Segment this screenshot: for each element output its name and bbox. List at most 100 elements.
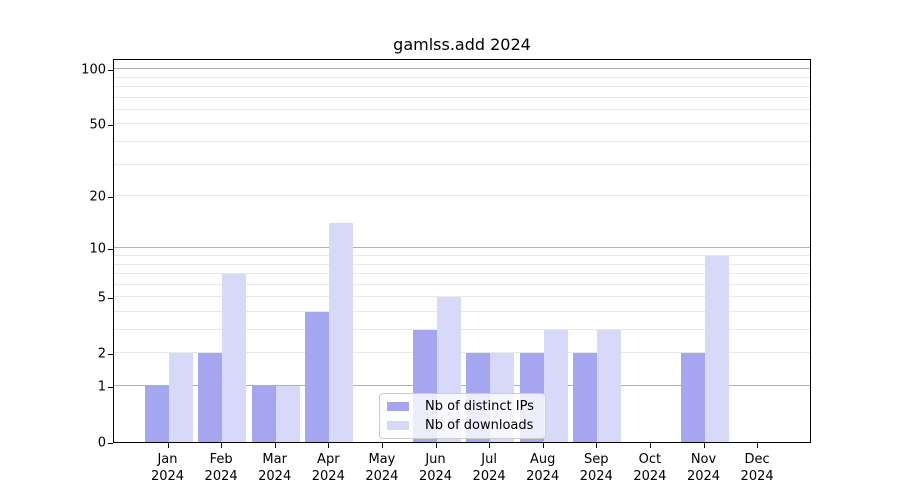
- x-axis-tick-feb: [221, 443, 223, 448]
- x-tick-label-jan: Jan 2024: [136, 451, 200, 485]
- gridline-minor-4: [114, 311, 810, 312]
- gridline-minor-70: [114, 96, 810, 98]
- legend-entry-distinct-ips: Nb of distinct IPs: [387, 399, 539, 414]
- y-tick-label-10: 10: [89, 241, 106, 257]
- legend-swatch-distinct-ips: [387, 402, 409, 411]
- x-axis-tick-jul: [489, 443, 491, 448]
- y-tick-label-5: 5: [97, 290, 106, 306]
- gridline-minor-40: [114, 141, 810, 143]
- x-tick-label-month: Aug: [529, 452, 556, 467]
- bar-distinct-ips-feb: [198, 353, 223, 442]
- y-axis-tick-10: [108, 249, 113, 251]
- x-tick-label-month: Oct: [638, 452, 662, 467]
- gridline-minor-50: [114, 123, 810, 125]
- y-axis-tick-100: [108, 70, 113, 72]
- bar-downloads-apr: [329, 223, 354, 442]
- plot-area: Nb of distinct IPs Nb of downloads: [113, 59, 811, 443]
- bar-downloads-aug: [543, 330, 568, 442]
- gridline-minor-2: [114, 352, 810, 354]
- x-tick-label-month: Apr: [317, 452, 340, 467]
- x-tick-label-year: 2024: [365, 469, 399, 484]
- legend-entry-downloads: Nb of downloads: [387, 418, 539, 433]
- bar-downloads-sep: [597, 330, 622, 442]
- gridline-minor-20: [114, 195, 810, 197]
- x-tick-label-month: Jun: [425, 452, 446, 467]
- x-axis-tick-jan: [167, 443, 169, 448]
- y-axis-tick-0: [108, 443, 113, 444]
- bar-distinct-ips-nov: [680, 353, 705, 442]
- x-tick-label-year: 2024: [418, 469, 453, 484]
- y-tick-label-0: 0: [97, 435, 106, 451]
- x-tick-label-apr: Apr 2024: [296, 451, 360, 485]
- x-tick-label-jun: Jun 2024: [404, 451, 468, 485]
- x-tick-label-oct: Oct 2024: [618, 451, 682, 485]
- x-tick-label-year: 2024: [633, 469, 667, 484]
- x-axis-tick-may: [381, 443, 383, 448]
- x-tick-label-month: Jan: [157, 452, 178, 467]
- gridline-minor-7: [114, 273, 810, 274]
- x-axis-tick-aug: [542, 443, 544, 448]
- gridline-minor-90: [114, 76, 810, 78]
- y-tick-label-1: 1: [97, 379, 106, 395]
- x-tick-label-month: Nov: [690, 452, 717, 467]
- x-tick-label-month: Mar: [262, 452, 287, 467]
- bar-distinct-ips-jan: [144, 386, 169, 442]
- gridline-minor-60: [114, 109, 810, 110]
- y-tick-label-20: 20: [89, 189, 106, 205]
- x-tick-label-year: 2024: [258, 469, 292, 484]
- bar-distinct-ips-mar: [251, 386, 276, 442]
- x-axis-tick-dec: [757, 443, 759, 448]
- x-tick-label-year: 2024: [740, 469, 774, 484]
- legend: Nb of distinct IPs Nb of downloads: [379, 393, 546, 439]
- x-tick-label-month: Feb: [209, 452, 233, 467]
- x-axis-tick-nov: [703, 443, 705, 448]
- gridline-minor-80: [114, 86, 810, 88]
- x-tick-label-month: Sep: [584, 452, 609, 467]
- x-tick-label-sep: Sep 2024: [564, 451, 628, 485]
- x-tick-label-jul: Jul 2024: [457, 451, 521, 485]
- gridline-major-10: [114, 247, 810, 249]
- x-tick-label-mar: Mar 2024: [243, 451, 307, 485]
- chart-title: gamlss.add 2024: [393, 35, 531, 54]
- bar-distinct-ips-sep: [573, 353, 598, 442]
- gridline-minor-6: [114, 283, 810, 285]
- x-tick-label-year: 2024: [686, 469, 721, 484]
- x-tick-label-year: 2024: [472, 469, 506, 484]
- gridline-major-1: [114, 385, 810, 386]
- bar-downloads-feb: [222, 274, 247, 442]
- y-tick-label-50: 50: [89, 117, 106, 133]
- x-tick-label-nov: Nov 2024: [672, 451, 736, 485]
- bar-downloads-mar: [275, 386, 300, 442]
- gridline-major-100: [114, 68, 810, 70]
- bar-downloads-nov: [704, 256, 729, 442]
- x-axis-tick-apr: [328, 443, 330, 448]
- gridline-minor-5: [114, 296, 810, 298]
- x-tick-label-feb: Feb 2024: [189, 451, 253, 485]
- x-tick-label-dec: Dec 2024: [725, 451, 789, 485]
- y-axis-tick-2: [108, 354, 113, 356]
- x-tick-label-aug: Aug 2024: [511, 451, 575, 485]
- gridline-minor-30: [114, 163, 810, 165]
- x-tick-label-year: 2024: [204, 469, 238, 484]
- x-axis-tick-oct: [649, 443, 651, 448]
- legend-label-downloads: Nb of downloads: [425, 418, 534, 433]
- x-tick-label-may: May 2024: [350, 451, 414, 485]
- y-axis-tick-50: [108, 125, 113, 127]
- y-axis-tick-20: [108, 197, 113, 199]
- y-tick-label-2: 2: [97, 346, 106, 362]
- legend-swatch-downloads: [387, 421, 409, 430]
- gridline-minor-8: [114, 263, 810, 265]
- gridline-minor-3: [114, 329, 810, 330]
- x-axis-tick-mar: [274, 443, 276, 448]
- y-axis-tick-5: [108, 298, 113, 300]
- x-tick-label-year: 2024: [150, 469, 185, 484]
- legend-label-distinct-ips: Nb of distinct IPs: [425, 399, 534, 414]
- x-tick-label-month: May: [368, 452, 396, 467]
- x-axis-tick-sep: [596, 443, 598, 448]
- bar-distinct-ips-apr: [305, 312, 330, 442]
- x-tick-label-year: 2024: [311, 469, 345, 484]
- y-axis-tick-1: [108, 387, 113, 388]
- gridline-minor-9: [114, 255, 810, 256]
- bar-downloads-jan: [168, 353, 193, 442]
